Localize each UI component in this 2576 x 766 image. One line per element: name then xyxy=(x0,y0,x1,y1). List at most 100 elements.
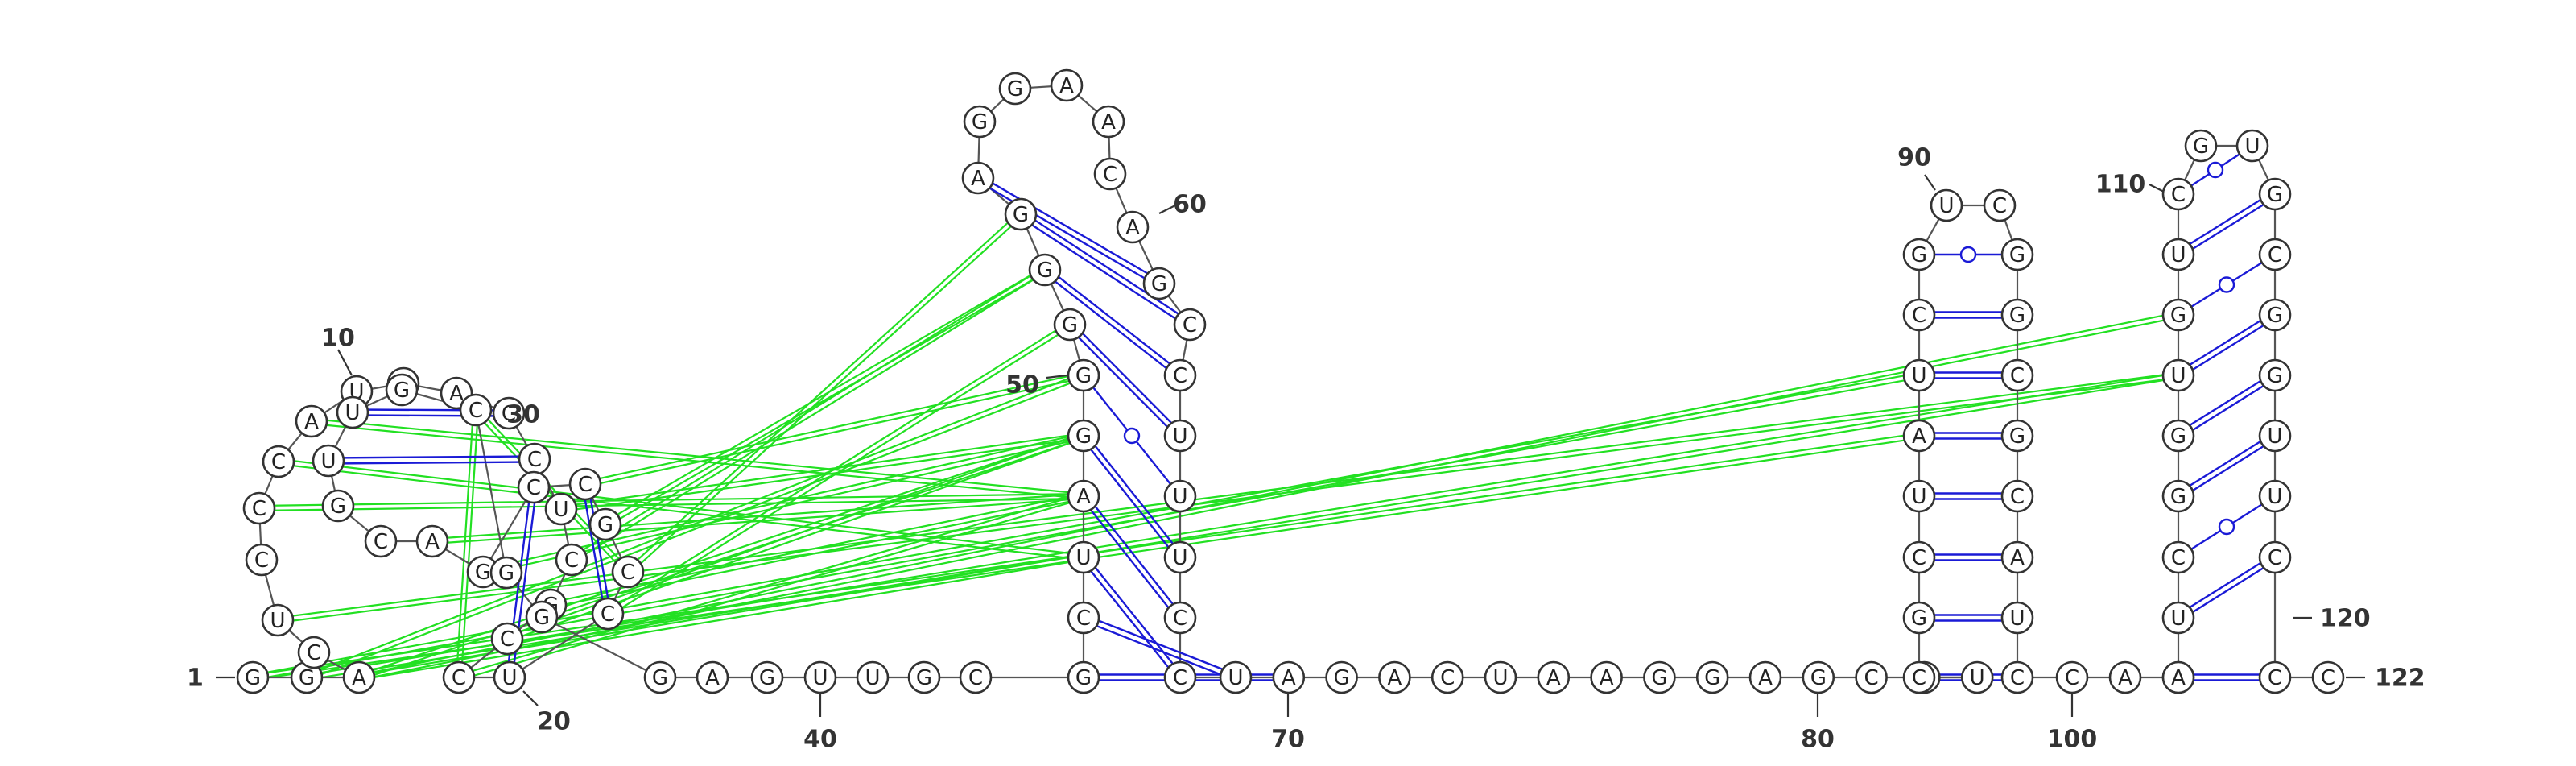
nucleotide-circle xyxy=(591,597,625,631)
nucleotide-letter: G xyxy=(2170,485,2186,509)
nucleotide-120: C xyxy=(2258,540,2292,574)
nucleotide-circle xyxy=(342,660,376,694)
nucleotide-9: A xyxy=(295,404,328,438)
nucleotide-layer: GGACUCCCAUUACCUCGCCUCCGCCGACGUUGCGGGAGUU… xyxy=(236,68,2345,694)
nucleotide-circle xyxy=(1163,479,1197,513)
nucleotide-letter: C xyxy=(2065,666,2079,690)
nucleotide-65: C xyxy=(1163,601,1197,635)
nucleotide-circle xyxy=(1163,419,1197,453)
tertiary-interaction-line xyxy=(457,493,1084,677)
nucleotide-115: C xyxy=(2258,238,2292,271)
nucleotide-42: C xyxy=(959,660,993,694)
position-tick-line xyxy=(1158,204,1178,214)
position-tick-line xyxy=(2149,184,2165,193)
nucleotide-71: C xyxy=(1430,660,1464,694)
nucleotide-letter: G xyxy=(2193,135,2209,159)
nucleotide-letter: U xyxy=(2170,607,2186,631)
nucleotide-letter: A xyxy=(2010,546,2025,570)
nucleotide-letter: C xyxy=(2010,364,2025,388)
nucleotide-circle xyxy=(2258,479,2292,513)
canonical-pair-line xyxy=(328,461,535,465)
nucleotide-letter: A xyxy=(1125,216,1140,240)
nucleotide-circle xyxy=(2000,238,2034,271)
nucleotide-letter: G xyxy=(1911,607,1927,631)
nucleotide-113: U xyxy=(2235,129,2269,163)
nucleotide-letter: C xyxy=(578,473,592,497)
nucleotide-letter: C xyxy=(621,561,635,585)
nucleotide-38: G xyxy=(750,660,784,694)
tertiary-interaction-line xyxy=(473,411,627,574)
canonical-pair-line xyxy=(1080,558,1179,680)
position-label: 110 xyxy=(2095,171,2146,199)
nucleotide-circle xyxy=(295,404,328,438)
nucleotide-letter: A xyxy=(1101,110,1116,135)
nucleotide-letter: C xyxy=(2321,666,2335,690)
tertiary-interaction-line xyxy=(305,372,1084,677)
tertiary-interaction-line xyxy=(460,410,480,678)
nucleotide-15: U xyxy=(544,492,578,526)
nucleotide-79: C xyxy=(1855,660,1888,694)
nucleotide-25: C xyxy=(517,470,551,504)
nucleotide-45: U xyxy=(1067,540,1100,574)
canonical-pair-line xyxy=(2176,554,2274,617)
nucleotide-circle xyxy=(2161,298,2195,332)
nucleotide-letter: G xyxy=(2170,424,2186,449)
nucleotide-letter: G xyxy=(1151,272,1167,296)
nucleotide-letter: C xyxy=(1912,666,1926,690)
nucleotide-circle xyxy=(1173,308,1207,342)
nucleotide-circle xyxy=(415,524,449,558)
gu-pair-marker xyxy=(2218,276,2235,293)
nucleotide-109: G xyxy=(2161,298,2195,332)
nucleotide-letter: U xyxy=(1938,194,1954,218)
nucleotide-letter: G xyxy=(475,561,491,585)
nucleotide-100: C xyxy=(2055,660,2089,694)
tertiary-interaction-line xyxy=(279,458,1084,557)
nucleotide-circle xyxy=(1163,660,1197,694)
nucleotide-letter: A xyxy=(1388,666,1402,690)
nucleotide-111: C xyxy=(2161,177,2195,211)
nucleotide-circle xyxy=(963,105,997,139)
tertiary-interaction-line xyxy=(561,437,1084,513)
nucleotide-letter: A xyxy=(1600,666,1614,690)
nucleotide-letter: G xyxy=(1075,364,1092,388)
canonical-pair-line xyxy=(328,455,535,459)
nucleotide-circle xyxy=(385,373,419,407)
nucleotide-circle xyxy=(1093,157,1127,191)
canonical-pair-line xyxy=(976,179,1158,288)
nucleotide-72: U xyxy=(1484,660,1517,694)
nucleotide-letter: A xyxy=(449,382,464,406)
nucleotide-letter: G xyxy=(2170,304,2186,328)
nucleotide-letter: U xyxy=(1492,666,1508,690)
canonical-pair-line xyxy=(1022,211,1192,324)
nucleotide-46: A xyxy=(1067,479,1100,513)
nucleotide-circle xyxy=(1004,197,1038,231)
nucleotide-23: G xyxy=(588,507,622,541)
nucleotide-circle xyxy=(544,492,578,526)
nucleotide-circle xyxy=(2258,358,2292,392)
nucleotide-letter: U xyxy=(1172,424,1187,449)
nucleotide-66: C xyxy=(1163,660,1197,694)
nucleotide-57: C xyxy=(1093,157,1127,191)
nucleotide-circle xyxy=(1430,660,1464,694)
nucleotide-43: G xyxy=(1067,660,1100,694)
nucleotide-1: G xyxy=(236,660,270,694)
nucleotide-27: A xyxy=(415,524,449,558)
nucleotide-letter: U xyxy=(270,609,285,633)
nucleotide-letter: G xyxy=(2267,183,2283,207)
nucleotide-44: C xyxy=(1067,601,1100,635)
nucleotide-circle xyxy=(2161,601,2195,635)
nucleotide-circle xyxy=(2184,129,2218,163)
nucleotide-letter: C xyxy=(254,549,269,573)
nucleotide-circle xyxy=(490,622,524,656)
position-label: 100 xyxy=(2047,726,2098,754)
nucleotide-letter: C xyxy=(252,497,266,521)
tertiary-interaction-line xyxy=(584,371,1084,483)
nucleotide-letter: G xyxy=(2267,304,2283,328)
nucleotide-78: G xyxy=(1802,660,1835,694)
nucleotide-circle xyxy=(1855,660,1888,694)
nucleotide-85: U xyxy=(1902,479,1936,513)
nucleotide-105: C xyxy=(2161,540,2195,574)
nucleotide-circle xyxy=(1902,540,1936,574)
nucleotide-letter: G xyxy=(1013,203,1029,227)
nucleotide-circle xyxy=(336,395,369,429)
